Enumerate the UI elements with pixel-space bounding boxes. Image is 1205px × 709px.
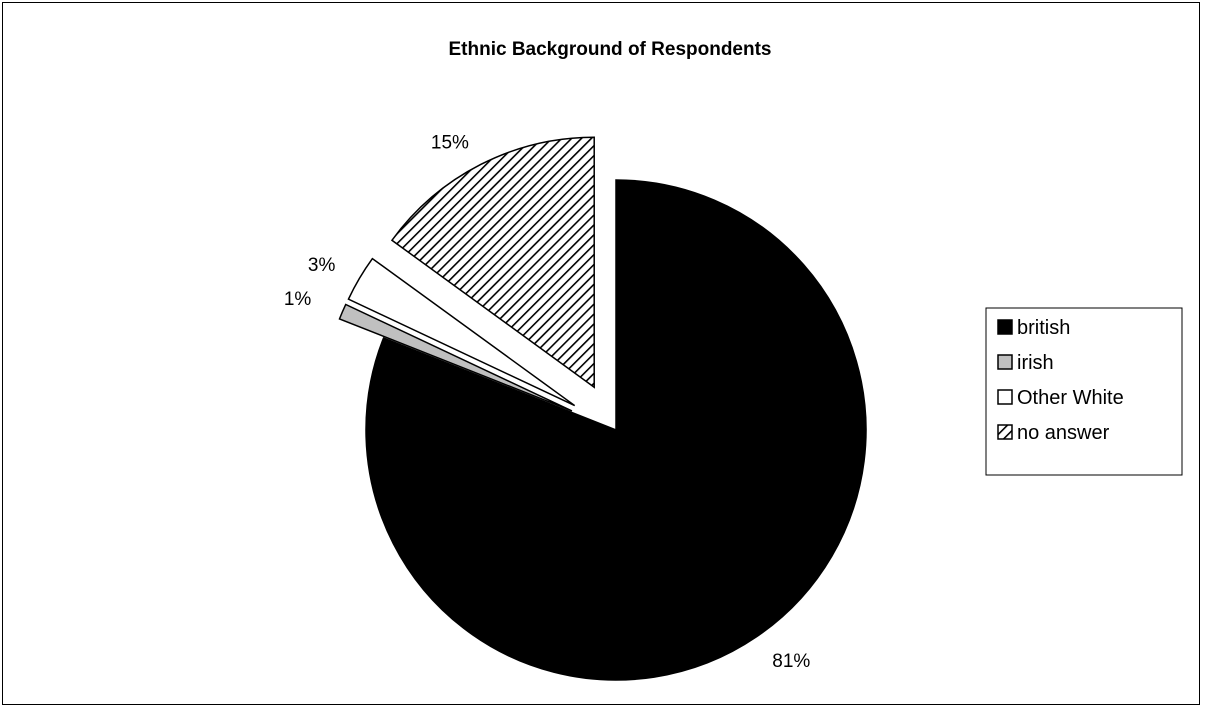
data-label-other-white: 3%: [308, 255, 336, 276]
data-label-no-answer: 15%: [431, 132, 469, 153]
data-label-british: 81%: [772, 651, 810, 672]
pie-slice-irish: [338, 303, 573, 412]
legend-label-british: british: [1017, 317, 1070, 339]
legend-swatch-irish: [997, 354, 1013, 370]
legend-swatch-no-answer: [997, 424, 1013, 440]
pie-slice-other-white: [347, 257, 576, 407]
pie-slice-british: [365, 179, 867, 681]
legend-label-irish: irish: [1017, 352, 1054, 374]
pie-slice-no-answer: [390, 136, 595, 389]
legend-swatch-other-white: [997, 389, 1013, 405]
legend-swatch-british: [997, 319, 1013, 335]
legend-label-other-white: Other White: [1017, 387, 1124, 409]
data-labels: 81% 1% 3% 15%: [284, 132, 811, 672]
data-label-irish: 1%: [284, 289, 312, 310]
pie-slices: [338, 136, 867, 681]
legend: british irish Other White no answer: [985, 307, 1183, 476]
legend-box: [985, 307, 1183, 476]
legend-label-no-answer: no answer: [1017, 422, 1110, 444]
chart-title: Ethnic Background of Respondents: [448, 39, 771, 60]
pie-chart: Ethnic Background of Respondents 81% 1% 3%…: [284, 39, 1183, 681]
